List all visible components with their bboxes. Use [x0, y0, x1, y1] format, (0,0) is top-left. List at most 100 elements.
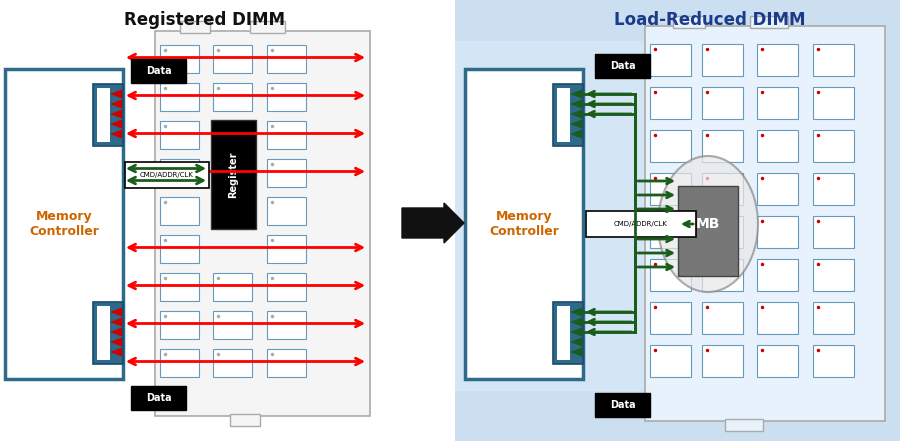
Text: Data: Data [146, 393, 171, 403]
Bar [267, 311, 306, 339]
Bar [250, 21, 285, 33]
Bar [650, 173, 691, 205]
Ellipse shape [658, 156, 758, 292]
Bar [557, 88, 570, 142]
Bar [557, 306, 570, 360]
Bar [213, 159, 252, 187]
Bar [813, 302, 854, 334]
Bar [702, 173, 743, 205]
Bar [131, 386, 186, 410]
Bar [813, 259, 854, 291]
Bar [97, 306, 110, 360]
Bar [213, 45, 252, 73]
Polygon shape [110, 100, 122, 108]
Bar [125, 161, 209, 187]
Bar [267, 197, 306, 225]
Bar [757, 259, 798, 291]
Bar [757, 302, 798, 334]
Bar [455, 0, 900, 441]
Bar [757, 173, 798, 205]
Bar [131, 59, 186, 83]
Text: Memory
Controller: Memory Controller [29, 210, 99, 238]
Bar [213, 311, 252, 339]
Bar [0, 0, 455, 441]
Bar [650, 44, 691, 76]
Text: Data: Data [609, 61, 635, 71]
Bar [650, 216, 691, 248]
Bar [160, 311, 199, 339]
Bar [702, 259, 743, 291]
Bar [757, 216, 798, 248]
Bar [757, 130, 798, 162]
Bar [267, 45, 306, 73]
Bar [267, 235, 306, 263]
Bar [553, 302, 583, 364]
Polygon shape [570, 130, 582, 138]
Polygon shape [570, 318, 582, 326]
Bar [213, 273, 252, 301]
Bar [93, 84, 123, 146]
Bar [553, 84, 583, 146]
Bar [97, 88, 110, 142]
Bar [673, 16, 705, 28]
Polygon shape [110, 337, 122, 347]
Polygon shape [110, 348, 122, 356]
Bar [160, 45, 199, 73]
Bar [725, 419, 763, 431]
Bar [813, 130, 854, 162]
Bar [267, 83, 306, 111]
Polygon shape [110, 318, 122, 326]
Text: Registered DIMM: Registered DIMM [124, 11, 285, 29]
Bar [160, 349, 199, 377]
Bar [213, 83, 252, 111]
Text: CMD/ADDR/CLK: CMD/ADDR/CLK [614, 221, 668, 227]
Polygon shape [570, 348, 582, 356]
Bar [213, 121, 252, 149]
Bar [180, 21, 210, 33]
Bar [650, 130, 691, 162]
Bar [211, 120, 256, 229]
Bar [645, 26, 885, 421]
Text: CMD/ADDR/CLK: CMD/ADDR/CLK [140, 172, 194, 177]
Bar [155, 31, 370, 416]
Bar [93, 302, 123, 364]
Bar [702, 302, 743, 334]
Bar [702, 216, 743, 248]
Text: MB: MB [696, 217, 720, 231]
Bar [702, 87, 743, 119]
Text: Memory
Controller: Memory Controller [489, 210, 559, 238]
Bar [586, 211, 696, 237]
Text: Register: Register [229, 151, 238, 198]
Bar [813, 216, 854, 248]
Bar [757, 87, 798, 119]
Bar [267, 349, 306, 377]
Bar [595, 393, 650, 417]
Bar [813, 345, 854, 377]
Bar [702, 130, 743, 162]
Text: Data: Data [146, 66, 171, 76]
Bar [160, 83, 199, 111]
Polygon shape [110, 90, 122, 98]
Bar [813, 44, 854, 76]
Bar [813, 87, 854, 119]
Bar [813, 173, 854, 205]
Polygon shape [570, 120, 582, 128]
Bar [213, 349, 252, 377]
Polygon shape [570, 307, 582, 317]
Polygon shape [570, 337, 582, 347]
Text: Load-Reduced DIMM: Load-Reduced DIMM [614, 11, 806, 29]
Bar [5, 69, 123, 379]
Bar [267, 159, 306, 187]
Bar [267, 273, 306, 301]
Bar [455, 41, 705, 391]
Polygon shape [110, 328, 122, 336]
Bar [757, 44, 798, 76]
Polygon shape [110, 130, 122, 138]
Bar [702, 44, 743, 76]
Polygon shape [110, 307, 122, 317]
Polygon shape [570, 90, 582, 98]
Bar [595, 54, 650, 78]
Polygon shape [110, 109, 122, 119]
Bar [678, 186, 738, 276]
Bar [465, 69, 583, 379]
